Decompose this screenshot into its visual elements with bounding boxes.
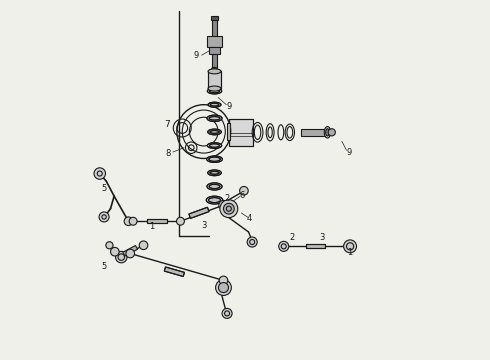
Ellipse shape <box>208 170 221 176</box>
Circle shape <box>219 201 228 210</box>
Bar <box>147 219 167 224</box>
Circle shape <box>247 237 257 247</box>
Ellipse shape <box>209 184 220 189</box>
Bar <box>209 46 221 54</box>
Circle shape <box>343 240 357 253</box>
Ellipse shape <box>210 171 219 174</box>
Bar <box>229 119 253 146</box>
Ellipse shape <box>213 68 216 70</box>
Text: 3: 3 <box>319 233 325 242</box>
Circle shape <box>223 203 234 214</box>
Circle shape <box>106 242 113 249</box>
Circle shape <box>240 186 248 195</box>
Circle shape <box>94 168 105 179</box>
Bar <box>189 207 209 219</box>
Bar <box>227 123 230 140</box>
Bar <box>306 244 324 248</box>
Ellipse shape <box>209 117 220 120</box>
Ellipse shape <box>206 196 223 204</box>
Ellipse shape <box>207 88 221 94</box>
Ellipse shape <box>210 103 219 106</box>
Text: 9: 9 <box>346 148 352 157</box>
Ellipse shape <box>210 89 220 93</box>
Bar <box>229 119 253 146</box>
Ellipse shape <box>324 127 331 138</box>
Text: 1: 1 <box>347 248 353 257</box>
Ellipse shape <box>210 131 219 134</box>
Text: 2: 2 <box>224 194 230 203</box>
Bar <box>211 16 218 21</box>
Bar <box>208 71 221 89</box>
Text: 1: 1 <box>149 222 154 231</box>
Bar <box>164 267 184 276</box>
Bar <box>189 207 209 219</box>
Ellipse shape <box>208 102 221 107</box>
Ellipse shape <box>210 144 220 147</box>
Ellipse shape <box>326 129 329 136</box>
Circle shape <box>116 251 127 263</box>
Circle shape <box>279 241 289 251</box>
Circle shape <box>99 212 109 222</box>
Bar <box>306 244 324 248</box>
Circle shape <box>219 276 228 285</box>
Ellipse shape <box>207 115 222 122</box>
Ellipse shape <box>208 86 221 91</box>
Text: 9: 9 <box>226 102 231 111</box>
Bar <box>212 54 217 68</box>
Bar <box>212 21 217 37</box>
Ellipse shape <box>207 183 222 190</box>
Bar <box>208 71 221 89</box>
Circle shape <box>328 129 335 136</box>
Ellipse shape <box>208 198 220 203</box>
Bar <box>207 36 222 47</box>
Circle shape <box>124 217 133 226</box>
Circle shape <box>219 283 228 293</box>
Text: 8: 8 <box>165 149 171 158</box>
Ellipse shape <box>207 143 221 148</box>
Circle shape <box>111 247 119 256</box>
Bar <box>301 129 324 136</box>
Text: 2: 2 <box>290 233 295 242</box>
Text: 5: 5 <box>102 262 107 271</box>
Circle shape <box>139 241 148 249</box>
Circle shape <box>216 280 231 296</box>
Circle shape <box>220 200 238 218</box>
Circle shape <box>176 217 184 225</box>
Ellipse shape <box>208 69 221 74</box>
Bar <box>123 246 138 256</box>
Ellipse shape <box>212 67 218 70</box>
Ellipse shape <box>208 129 221 135</box>
Circle shape <box>222 309 232 319</box>
Circle shape <box>129 217 137 225</box>
Ellipse shape <box>207 156 222 162</box>
Circle shape <box>126 249 135 258</box>
Ellipse shape <box>209 157 221 161</box>
Text: 3: 3 <box>202 221 207 230</box>
Text: 4: 4 <box>246 214 252 223</box>
Text: 9: 9 <box>194 51 199 60</box>
Text: 7: 7 <box>164 120 170 129</box>
Text: 6: 6 <box>240 190 245 199</box>
Text: 5: 5 <box>102 184 107 193</box>
Bar <box>164 267 184 276</box>
Bar <box>147 219 167 224</box>
